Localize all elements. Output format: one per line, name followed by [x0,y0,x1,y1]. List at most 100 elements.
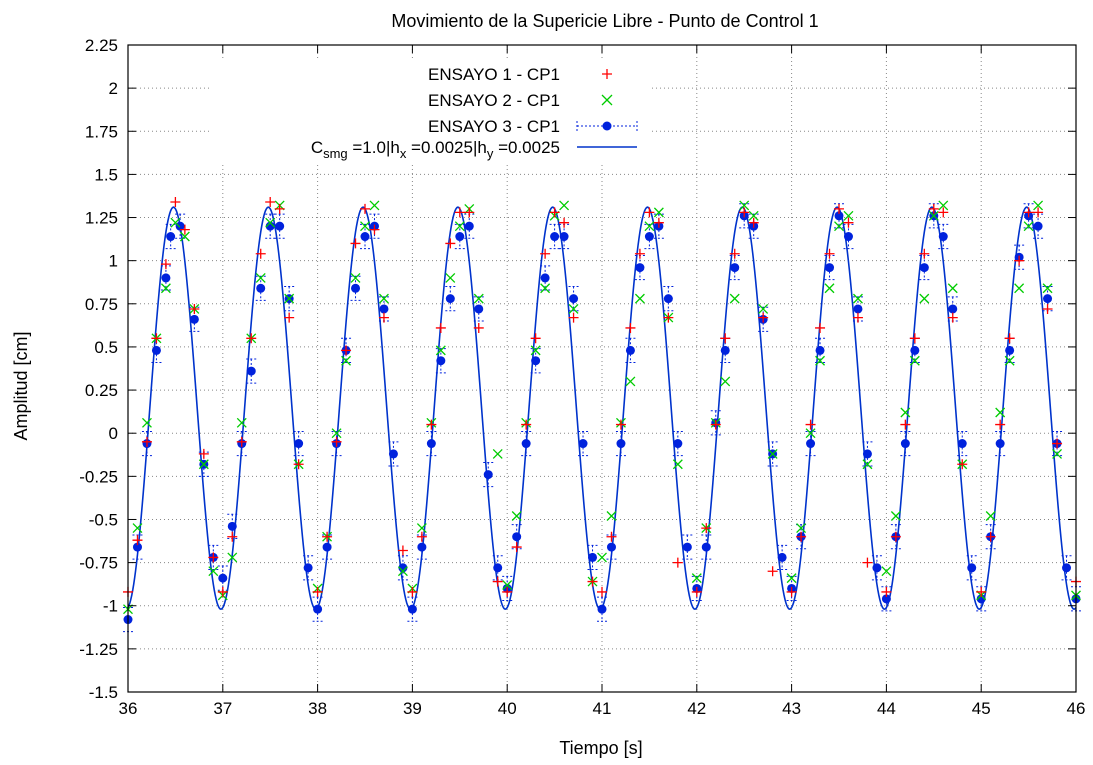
y-tick-label: 1 [109,252,118,271]
ensayo-2-marker [796,523,807,534]
ensayo-3-marker [227,521,237,531]
x-axis-label: Tiempo [s] [559,738,642,758]
ensayo-1-marker [293,459,304,470]
ensayo-2-marker [720,376,731,387]
ensayo-1-marker [284,312,295,323]
ensayo-3-marker [294,439,304,449]
x-tick-label: 37 [213,699,232,718]
ensayo-2-marker [397,566,408,577]
ensayo-2-marker [1033,200,1044,211]
ensayo-2-marker [198,459,209,470]
series-marker-group [123,197,1081,633]
ensayo-1-marker [957,459,968,470]
ensayo-3-point [521,430,532,457]
ensayo-3-point [246,358,257,384]
ensayo-3-marker [1043,294,1053,304]
y-tick-label: 0.25 [85,381,118,400]
ensayo-3-point [701,534,712,560]
ensayo-1-marker [549,207,560,218]
ensayo-2-marker [331,428,342,439]
ensayo-2-marker [805,428,816,439]
ensayo-2-marker [341,355,351,366]
ensayo-1-marker [767,566,778,577]
y-axis-label: Amplitud [cm] [11,331,31,440]
ensayo-3-point [871,555,882,581]
ensayo-1-marker [369,224,380,235]
legend-label-ensayo-1: ENSAYO 1 - CP1 [428,65,560,84]
ensayo-3-point [625,337,636,363]
ensayo-1-marker [805,419,816,430]
x-tick-label: 41 [593,699,612,718]
ensayo-1-marker [179,224,190,235]
ensayo-3-marker [189,314,199,324]
ensayo-3-point [995,430,1006,457]
ensayo-3-marker [550,232,560,242]
ensayo-3-marker [635,263,645,273]
ensayo-3-marker [1033,221,1043,231]
ensayo-3-marker [881,594,891,604]
y-tick-label: 1.25 [85,209,118,228]
x-tick-label: 45 [972,699,991,718]
legend-keys [576,69,638,148]
y-tick-label: 1.5 [94,165,118,184]
ensayo-1-marker [217,586,228,597]
x-tick-label: 39 [403,699,422,718]
ensayo-3-point [587,544,598,571]
y-tick-label: -1.25 [79,640,118,659]
legend-label-simulation: Csmg =1.0|hx =0.0025|hy =0.0025 [311,138,560,161]
ensayo-1-marker [625,322,636,333]
ensayo-3-marker [151,345,161,355]
ensayo-1-marker [644,207,655,218]
ensayo-2-marker [862,459,873,470]
ensayo-2-marker [985,511,996,521]
ensayo-1-marker [1023,207,1034,218]
ensayo-2-marker [928,210,939,221]
ensayo-3-marker [132,542,142,552]
ensayo-1-marker [445,238,456,249]
ensayo-1-marker [255,248,266,259]
ensayo-3-marker [606,542,616,552]
ensayo-3-marker [588,552,598,562]
ensayo-3-marker [1062,563,1072,573]
ensayo-1-marker [160,259,171,270]
y-tick-label: -0.25 [79,467,118,486]
x-tick-label: 40 [498,699,517,718]
ensayo-3-marker [322,542,332,552]
y-tick-label: -1 [103,597,118,616]
ensayo-2-marker [1014,283,1025,294]
ensayo-1-marker [559,217,570,228]
ensayo-1-marker [862,557,873,568]
ensayo-1-marker [208,552,219,563]
ensayo-1-marker [341,345,352,356]
ensayo-1-marker [796,531,807,542]
ensayo-1-marker [502,586,513,597]
legend-key-ensayo-2 [601,94,613,106]
ensayo-1-marker [881,586,892,597]
ensayo-3-point [435,348,446,374]
ensayo-2-marker [748,210,759,221]
ensayo-3-marker [701,542,711,552]
ensayo-1-marker [947,312,958,323]
ensayo-3-marker [578,439,588,449]
ensayo-3-point [805,430,816,457]
ensayo-1-marker [710,419,721,430]
ensayo-2-marker [767,448,778,459]
ensayo-3-marker [303,563,313,573]
ensayo-1-marker [834,203,844,214]
ensayo-3-marker [398,563,408,573]
ensayo-3-marker [512,532,522,542]
ensayo-3-point [388,441,399,467]
ensayo-3-point [426,430,437,457]
ensayo-3-marker [815,345,825,355]
ensayo-2-marker [492,448,503,459]
ensayo-1-marker [701,523,712,534]
ensayo-2-marker [530,345,541,356]
ensayo-3-marker [938,232,948,242]
ensayo-3-point [862,441,873,467]
ensayo-2-marker [445,272,456,283]
ensayo-3-point [597,596,607,622]
ensayo-2-marker [625,376,636,387]
ensayo-3-marker [246,366,256,376]
ensayo-3-point [293,430,304,457]
ensayo-3-point [407,596,418,622]
